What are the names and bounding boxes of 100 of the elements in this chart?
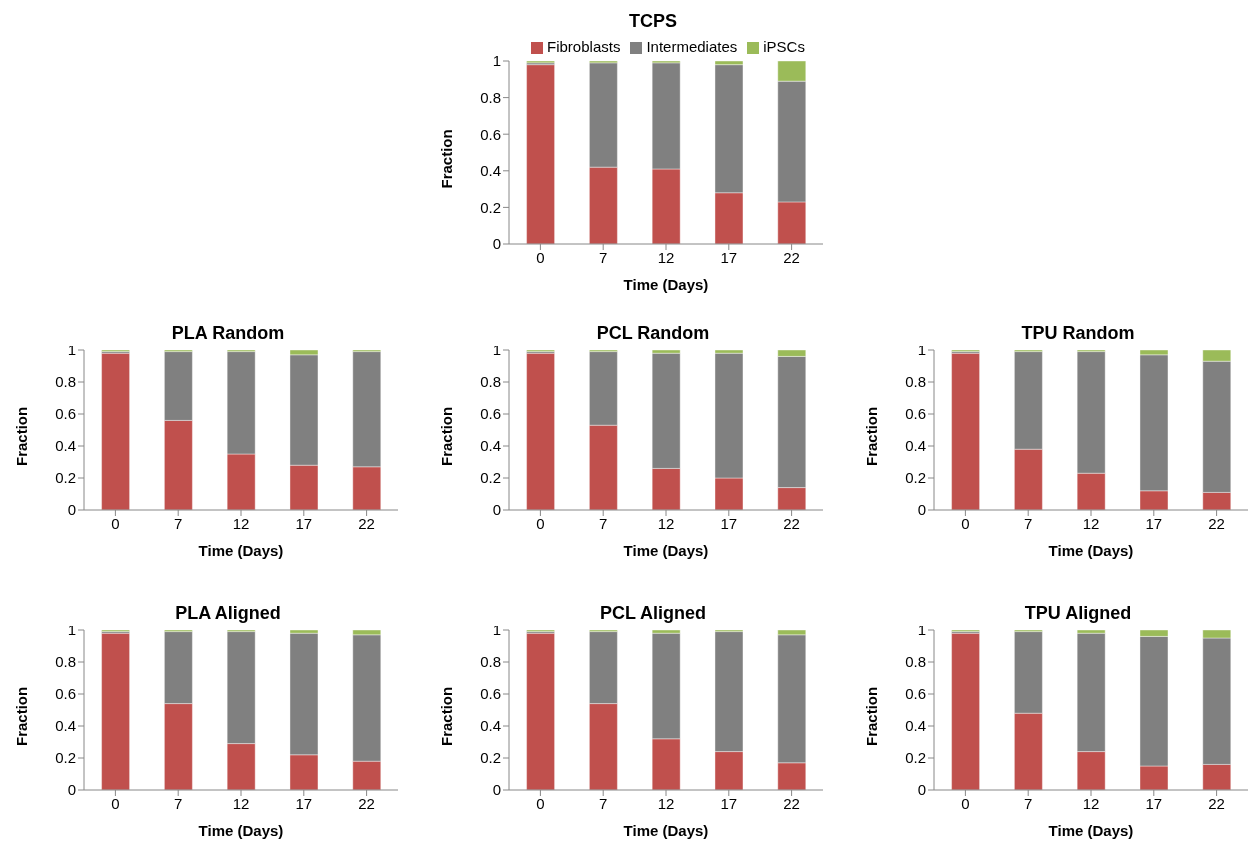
x-tick-label: 17 — [1145, 514, 1163, 532]
y-axis-title: Fraction — [13, 686, 31, 746]
chart-title: PCL Aligned — [599, 603, 706, 623]
chart-title: PLA Aligned — [175, 603, 281, 623]
bar — [951, 352, 981, 510]
y-tick-label: 0.2 — [480, 749, 501, 767]
y-tick-label: 0.4 — [55, 437, 76, 455]
y-tick-label: 0 — [67, 781, 76, 799]
y-tick-label: 0.8 — [480, 88, 501, 106]
y-tick-label: 0.2 — [55, 749, 76, 767]
y-axis-title: Fraction — [438, 129, 456, 189]
x-tick-label: 22 — [783, 794, 800, 812]
x-axis-title: Time (Days) — [1048, 542, 1134, 559]
x-axis-title: Time (Days) — [623, 822, 709, 839]
x-tick-label: 7 — [599, 514, 608, 532]
chart-title: PCL Random — [596, 323, 710, 343]
y-tick-label: 0.8 — [905, 653, 926, 671]
x-axis-title: Time (Days) — [198, 822, 284, 839]
y-tick-label: 0.8 — [480, 373, 501, 391]
y-tick-label: 0.6 — [55, 405, 76, 423]
x-tick-label: 0 — [961, 794, 970, 812]
x-tick-label: 17 — [720, 794, 738, 812]
x-tick-label: 12 — [1082, 514, 1100, 532]
x-axis-title: Time (Days) — [198, 542, 284, 559]
x-axis-title: Time (Days) — [623, 276, 709, 293]
x-tick-label: 22 — [358, 794, 375, 812]
x-tick-label: 7 — [174, 514, 183, 532]
y-tick-label: 0.2 — [905, 469, 926, 487]
y-tick-label: 0.6 — [905, 405, 926, 423]
legend-label: Intermediates — [646, 38, 738, 55]
x-tick-label: 0 — [961, 514, 970, 532]
y-tick-label: 0.6 — [480, 405, 501, 423]
y-tick-label: 0.4 — [480, 162, 501, 180]
bar — [526, 632, 556, 790]
y-tick-label: 0 — [492, 781, 501, 799]
x-tick-label: 0 — [536, 248, 545, 266]
x-tick-label: 17 — [295, 514, 313, 532]
y-axis-title: Fraction — [438, 686, 456, 746]
x-tick-label: 7 — [599, 794, 608, 812]
y-tick-label: 0 — [917, 781, 926, 799]
x-tick-label: 17 — [1145, 794, 1163, 812]
x-tick-label: 0 — [111, 794, 120, 812]
y-tick-label: 0 — [492, 235, 501, 253]
x-tick-label: 12 — [1082, 794, 1100, 812]
y-axis-title: Fraction — [863, 686, 881, 746]
bar — [526, 64, 556, 244]
y-tick-label: 0.2 — [55, 469, 76, 487]
y-tick-label: 1 — [492, 52, 501, 70]
chart-title: TPU Aligned — [1024, 603, 1132, 623]
y-tick-label: 0.8 — [480, 653, 501, 671]
x-tick-label: 7 — [174, 794, 183, 812]
y-tick-label: 0.4 — [480, 717, 501, 735]
x-tick-label: 22 — [1208, 514, 1225, 532]
y-tick-label: 0.6 — [480, 125, 501, 143]
y-axis-title: Fraction — [13, 406, 31, 466]
x-tick-label: 22 — [783, 514, 800, 532]
x-tick-label: 12 — [657, 248, 675, 266]
y-tick-label: 0.8 — [55, 373, 76, 391]
x-tick-label: 0 — [536, 794, 545, 812]
y-tick-label: 0.2 — [480, 469, 501, 487]
bar — [526, 352, 556, 510]
chart-title: TCPS — [628, 10, 678, 33]
y-tick-label: 0.4 — [905, 437, 926, 455]
x-tick-label: 0 — [111, 514, 120, 532]
bar — [101, 352, 131, 510]
x-tick-label: 17 — [720, 248, 738, 266]
y-tick-label: 0 — [67, 501, 76, 519]
x-tick-label: 12 — [657, 514, 675, 532]
y-tick-label: 0 — [917, 501, 926, 519]
y-tick-label: 0.4 — [55, 717, 76, 735]
chart-title: PLA Random — [171, 323, 285, 343]
y-tick-label: 0 — [492, 501, 501, 519]
chart-title: TPU Random — [1021, 323, 1135, 343]
x-tick-label: 12 — [657, 794, 675, 812]
y-tick-label: 0.8 — [905, 373, 926, 391]
x-tick-label: 12 — [232, 794, 250, 812]
x-tick-label: 17 — [720, 514, 738, 532]
x-tick-label: 17 — [295, 794, 313, 812]
x-tick-label: 22 — [358, 514, 375, 532]
y-tick-label: 0.8 — [55, 653, 76, 671]
x-tick-label: 0 — [536, 514, 545, 532]
x-tick-label: 7 — [1024, 794, 1033, 812]
bar — [951, 632, 981, 790]
bar — [101, 632, 131, 790]
x-axis-title: Time (Days) — [1048, 822, 1134, 839]
y-tick-label: 0.4 — [905, 717, 926, 735]
y-tick-label: 0.6 — [905, 685, 926, 703]
y-axis-title: Fraction — [863, 406, 881, 466]
y-tick-label: 0.2 — [480, 198, 501, 216]
x-tick-label: 12 — [232, 514, 250, 532]
legend-label: Fibroblasts — [547, 38, 621, 55]
y-tick-label: 0.2 — [905, 749, 926, 767]
y-tick-label: 0.6 — [480, 685, 501, 703]
x-tick-label: 22 — [783, 248, 800, 266]
x-tick-label: 7 — [599, 248, 608, 266]
y-axis-title: Fraction — [438, 406, 456, 466]
y-tick-label: 0.4 — [480, 437, 501, 455]
x-axis-title: Time (Days) — [623, 542, 709, 559]
x-tick-label: 22 — [1208, 794, 1225, 812]
x-tick-label: 7 — [1024, 514, 1033, 532]
